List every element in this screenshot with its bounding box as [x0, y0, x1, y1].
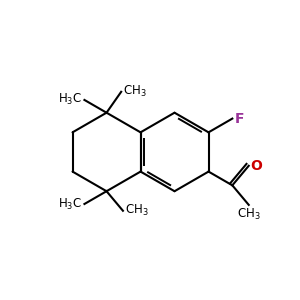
Text: H$_3$C: H$_3$C [58, 196, 82, 211]
Text: CH$_3$: CH$_3$ [125, 203, 148, 218]
Text: F: F [234, 112, 244, 126]
Text: CH$_3$: CH$_3$ [237, 207, 261, 222]
Text: O: O [251, 159, 262, 173]
Text: CH$_3$: CH$_3$ [123, 84, 147, 99]
Text: H$_3$C: H$_3$C [58, 92, 82, 107]
